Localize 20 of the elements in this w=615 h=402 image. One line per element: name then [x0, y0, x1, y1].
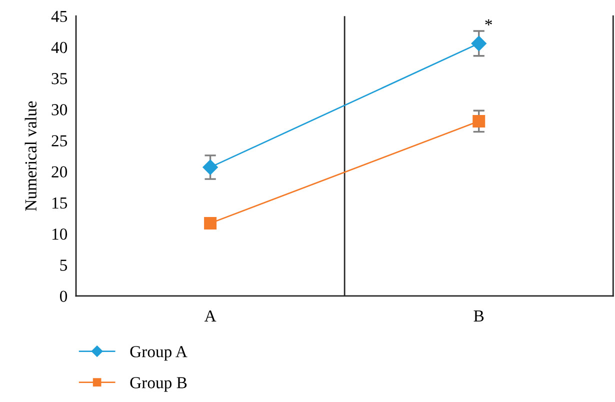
- point: [472, 114, 486, 128]
- y-tick-label: 0: [60, 290, 68, 302]
- y-tick-label: 5: [60, 260, 68, 271]
- y-tick-label: 45: [51, 10, 68, 22]
- y-axis-title: Numerical value: [24, 101, 37, 211]
- annotation: *: [485, 19, 492, 26]
- point: [202, 160, 218, 175]
- y-tick-label: 25: [52, 135, 68, 146]
- y-tick-label: 40: [51, 42, 68, 54]
- point: [471, 36, 486, 52]
- x-tick-label: A: [204, 310, 216, 322]
- point: [204, 216, 217, 230]
- legend-label: Group B: [130, 377, 187, 392]
- y-tick-label: 20: [52, 166, 68, 178]
- y-tick-label: 35: [52, 73, 68, 84]
- legend-label: Group A: [130, 346, 188, 361]
- y-tick-label: 15: [52, 197, 68, 209]
- x-tick-label: B: [474, 310, 484, 322]
- y-tick-label: 30: [52, 104, 68, 116]
- y-tick-label: 10: [52, 228, 68, 240]
